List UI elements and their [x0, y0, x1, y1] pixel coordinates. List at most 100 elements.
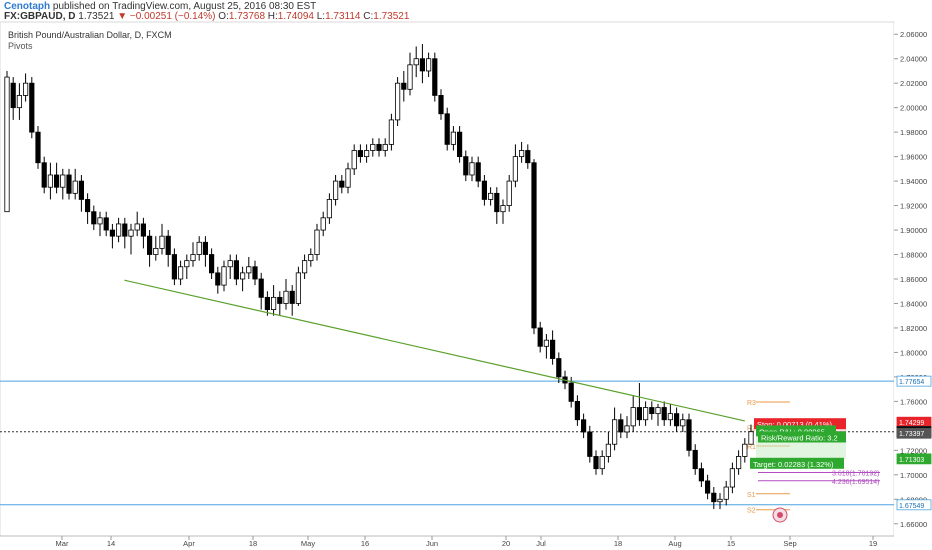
candle-body	[270, 296, 277, 310]
candle-body	[345, 168, 351, 188]
candle-body	[184, 260, 190, 268]
candle-body	[41, 162, 47, 188]
candle-body	[153, 248, 159, 255]
y-tick-label: 2.04000	[900, 55, 927, 64]
candle-body	[401, 82, 407, 90]
candle-body	[301, 260, 308, 274]
price-change: −0.00251 (−0.14%)	[129, 11, 216, 22]
stop-label: Stop: 0.00713 (0.41%)	[757, 420, 833, 429]
candle-body	[363, 150, 370, 158]
candle-body	[351, 150, 357, 170]
price-label-bg	[896, 427, 932, 439]
candle-body	[35, 131, 41, 164]
horizontal-lines	[0, 380, 894, 506]
candle-body	[550, 339, 556, 359]
y-tick-label: 1.88000	[900, 251, 927, 260]
candle-body	[680, 419, 686, 427]
candle-body	[537, 327, 543, 347]
candle-body	[332, 180, 339, 200]
candle-body	[481, 180, 488, 200]
price-label-bg	[896, 499, 932, 511]
y-tick-label: 1.96000	[900, 153, 927, 162]
pivot-label: S2	[747, 508, 756, 515]
publish-text: published on TradingView.com, August 25,…	[52, 1, 317, 12]
candle-body	[277, 296, 283, 304]
chart-header: Cenotaph published on TradingView.com, A…	[0, 0, 932, 22]
trade-box[interactable]: Stop: 0.00713 (0.41%)Open P&L: 0.00065Ri…	[750, 418, 846, 469]
price-label: 1.73397	[899, 431, 924, 438]
low-value: 1.73114	[325, 11, 361, 22]
price-label: 1.77654	[899, 379, 924, 386]
pivot-label: R1	[747, 444, 756, 451]
trendline-group[interactable]	[124, 279, 745, 422]
price-axis-bg	[894, 22, 932, 536]
candle-body	[494, 192, 500, 213]
time-axis[interactable]: Mar 14 Apr 18 May 16 Jun 20 Jul 18 Aug 15 Sep 19	[0, 535, 932, 550]
candle-body	[643, 407, 649, 421]
low-label: L:	[316, 11, 326, 22]
price-label: 1.71303	[899, 457, 924, 464]
candle-body	[705, 480, 711, 494]
candle-body	[599, 456, 605, 470]
down-arrow-icon: ▼	[117, 11, 128, 22]
candles	[4, 44, 754, 510]
candle-body	[456, 131, 463, 158]
y-tick-label: 1.70000	[900, 471, 927, 480]
candle-body	[308, 254, 314, 262]
candle-body	[667, 413, 674, 421]
candle-body	[748, 431, 754, 445]
candle-body	[208, 254, 215, 274]
open-value: 1.73768	[228, 11, 266, 22]
x-tick-label: Apr	[183, 539, 195, 548]
alert-clock-icon[interactable]	[772, 507, 788, 523]
risk-reward-label-bg	[758, 431, 846, 443]
author-link[interactable]: Cenotaph	[4, 1, 51, 12]
fib-levels: 3.618(1.70192) 4.236(1.69514)	[758, 470, 880, 486]
candle-body	[432, 58, 438, 96]
candle-body	[500, 205, 506, 213]
candle-body	[425, 58, 432, 72]
price-label-bg	[896, 453, 932, 465]
price-label-bg	[896, 375, 932, 387]
candle-body	[97, 217, 103, 225]
candle-body	[29, 82, 35, 133]
candle-body	[512, 156, 519, 182]
candle-body	[624, 425, 630, 433]
x-tick-label: 16	[361, 539, 369, 548]
candle-body	[661, 407, 667, 421]
candle-body	[419, 58, 426, 72]
candle-body	[487, 192, 494, 200]
x-tick-label: 18	[249, 539, 257, 548]
stop-label-bg	[754, 418, 846, 430]
candle-body	[394, 82, 401, 121]
y-tick-label: 2.02000	[900, 79, 927, 88]
candle-body	[252, 266, 258, 280]
candle-body	[717, 498, 723, 503]
candle-body	[698, 468, 705, 482]
legend: British Pound/Australian Dollar, D, FXCM…	[8, 30, 172, 51]
candle-body	[444, 113, 450, 145]
fib-label: 4.236(1.69514)	[832, 479, 879, 486]
trendline	[124, 279, 745, 422]
price-axis[interactable]: 2.06000 2.04000 2.02000 2.00000 1.98000 1.960…	[894, 22, 932, 536]
candle-body	[78, 180, 84, 200]
candle-body	[469, 162, 475, 176]
candle-body	[742, 443, 748, 457]
candle-body	[729, 468, 736, 488]
y-tick-label: 2.06000	[900, 30, 927, 39]
time-axis-bg	[0, 536, 932, 550]
candle-body	[407, 64, 413, 90]
candle-body	[618, 419, 624, 433]
candle-body	[370, 143, 376, 151]
x-tick-label: 14	[107, 539, 115, 548]
candle-body	[165, 235, 171, 255]
pivot-label: S1	[747, 492, 756, 499]
candle-body	[109, 229, 115, 237]
y-tick-label: 1.66000	[900, 520, 927, 529]
candle-body	[339, 180, 345, 188]
candle-body	[91, 211, 97, 225]
candle-body	[612, 419, 618, 445]
candle-body	[320, 217, 326, 231]
legend-indicator: Pivots	[8, 41, 33, 51]
